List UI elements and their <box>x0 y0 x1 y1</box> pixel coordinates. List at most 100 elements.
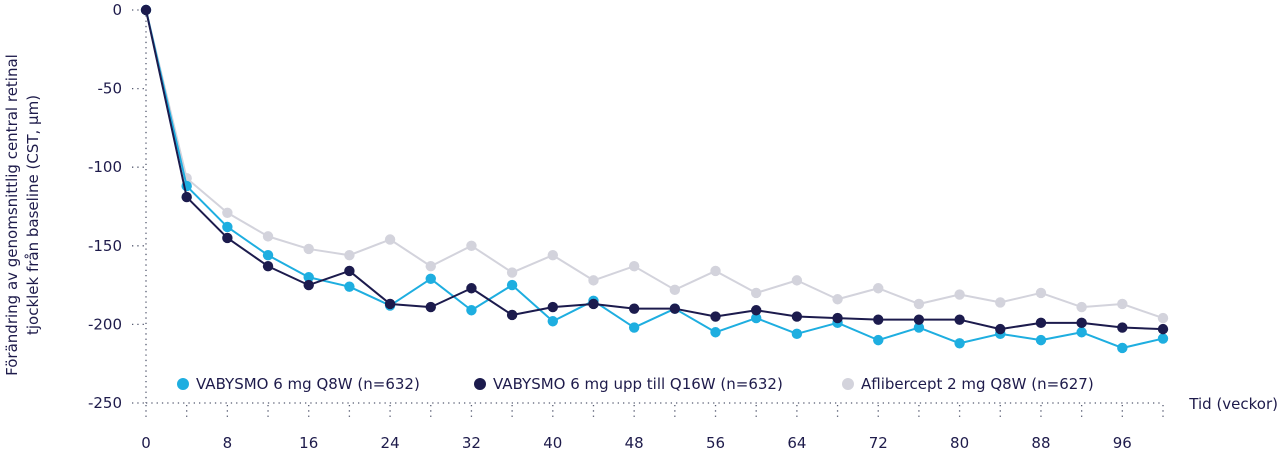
legend-swatch <box>177 378 189 390</box>
y-axis-label-line-2: tjocklek från baseline (CST, µm) <box>24 95 42 335</box>
x-tick-label: 64 <box>787 434 806 452</box>
data-point <box>1076 327 1087 338</box>
data-point <box>181 191 192 203</box>
x-tick-label: 16 <box>299 434 318 452</box>
data-point <box>954 314 965 325</box>
data-point <box>873 283 884 294</box>
data-point <box>954 338 965 349</box>
y-tick-label: -150 <box>88 237 122 255</box>
data-point <box>832 294 843 305</box>
data-point <box>669 303 681 314</box>
data-point <box>628 261 640 272</box>
data-point <box>1076 317 1087 329</box>
x-tick-label: 0 <box>141 434 151 452</box>
x-tick-label: 56 <box>706 434 725 452</box>
data-point <box>954 289 965 300</box>
data-point <box>466 305 477 316</box>
data-point <box>140 4 152 16</box>
data-point <box>791 328 803 340</box>
data-point <box>506 279 518 291</box>
data-point <box>913 298 925 310</box>
series-2 <box>140 4 1169 335</box>
x-tick-label: 96 <box>1113 434 1132 452</box>
data-point <box>1035 317 1047 329</box>
data-point <box>222 221 233 233</box>
y-axis-ticks: 0 -50 -100 -150 -200 -250 <box>88 1 144 412</box>
data-point <box>588 298 599 310</box>
legend: VABYSMO 6 mg Q8W (n=632) VABYSMO 6 mg upp… <box>177 375 1094 393</box>
x-tick-label: 80 <box>950 434 969 452</box>
series-line <box>145 9 1164 349</box>
data-point <box>262 261 274 272</box>
data-point <box>1035 334 1047 346</box>
y-tick-label: 0 <box>112 1 122 19</box>
data-point <box>669 284 681 296</box>
legend-item: Aflibercept 2 mg Q8W (n=627) <box>842 375 1094 393</box>
x-tick-label: 88 <box>1031 434 1050 452</box>
data-point <box>547 250 558 261</box>
x-axis-ticks: 0 8 16 24 32 40 48 56 64 72 80 88 96 <box>141 405 1164 452</box>
data-point <box>751 287 762 299</box>
data-point <box>425 273 436 285</box>
data-point <box>791 311 803 322</box>
x-tick-label: 72 <box>869 434 888 452</box>
data-point <box>384 298 396 310</box>
data-point <box>547 316 558 327</box>
data-point <box>384 234 396 245</box>
legend-label: VABYSMO 6 mg upp till Q16W (n=632) <box>493 375 783 393</box>
data-point <box>710 265 721 277</box>
data-point <box>344 250 355 261</box>
legend-item: VABYSMO 6 mg Q8W (n=632) <box>177 375 420 393</box>
data-point <box>262 231 274 242</box>
data-point <box>303 279 314 291</box>
data-point <box>710 327 721 338</box>
y-axis-label-line-1: Förändring av genomsnittlig central reti… <box>3 54 21 376</box>
data-point <box>1157 323 1169 335</box>
legend-swatch <box>842 378 854 390</box>
data-point <box>710 311 721 322</box>
data-point <box>995 297 1006 308</box>
data-point <box>547 301 558 313</box>
data-point <box>303 272 314 283</box>
data-point <box>466 240 477 251</box>
data-point <box>506 267 518 278</box>
data-point <box>1117 298 1128 310</box>
series-layer <box>140 4 1169 354</box>
data-point <box>425 261 436 272</box>
legend-swatch <box>474 378 486 390</box>
data-point <box>832 312 843 324</box>
data-point <box>628 303 640 314</box>
y-tick-label: -50 <box>98 80 123 98</box>
data-point <box>751 305 762 316</box>
data-point <box>303 243 314 255</box>
series-line <box>145 9 1164 320</box>
series-0 <box>140 4 1169 324</box>
legend-label: VABYSMO 6 mg Q8W (n=632) <box>196 375 420 393</box>
data-point <box>466 283 477 294</box>
legend-item: VABYSMO 6 mg upp till Q16W (n=632) <box>474 375 783 393</box>
data-point <box>222 232 233 244</box>
y-tick-label: -100 <box>88 158 122 176</box>
y-tick-label: -250 <box>88 394 122 412</box>
data-point <box>1157 312 1169 324</box>
data-point <box>506 309 518 321</box>
x-tick-label: 24 <box>381 434 400 452</box>
data-point <box>751 312 762 324</box>
data-point <box>1076 301 1087 313</box>
x-tick-label: 32 <box>462 434 481 452</box>
data-point <box>1117 322 1128 333</box>
data-point <box>1117 342 1128 354</box>
data-point <box>425 301 436 313</box>
data-point <box>791 275 803 286</box>
series-line <box>145 9 1164 331</box>
data-point <box>913 314 925 325</box>
series-1 <box>140 4 1169 354</box>
data-point <box>873 314 884 325</box>
data-point <box>628 322 640 333</box>
data-point <box>588 275 599 286</box>
data-point <box>1035 287 1047 299</box>
data-point <box>873 334 884 346</box>
data-point <box>913 322 925 333</box>
y-tick-label: -200 <box>88 315 122 333</box>
